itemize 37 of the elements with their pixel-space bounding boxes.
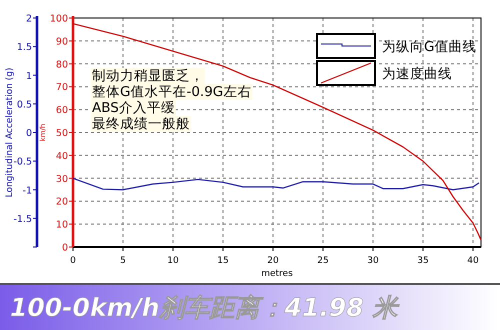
y2-tick-label: 0 bbox=[26, 128, 32, 139]
legend-label: 为纵向G值曲线 bbox=[382, 39, 476, 55]
y2-tick-label: 2 bbox=[26, 14, 32, 24]
y-tick-label: 90 bbox=[56, 36, 68, 48]
annotation: 最终成绩一般般 bbox=[92, 116, 190, 132]
annotation: 制动力稍显匮乏， bbox=[92, 68, 204, 84]
y2-tick-label: -1.5 bbox=[13, 214, 32, 225]
x-tick-label: 35 bbox=[417, 256, 429, 266]
x-tick-label: 0 bbox=[70, 256, 76, 266]
text: 100-0km/h刹车距离：41.98 米 bbox=[10, 293, 400, 322]
x-tick-label: 40 bbox=[467, 256, 479, 266]
x-tick-label: 20 bbox=[267, 256, 279, 266]
y2-tick-label: 1.5 bbox=[16, 42, 32, 54]
y-tick-label: 30 bbox=[56, 174, 68, 185]
y-tick-label: 80 bbox=[56, 59, 68, 70]
y-tick-label: 60 bbox=[56, 105, 68, 116]
x-tick-label: 30 bbox=[367, 256, 379, 266]
annotation: 整体G值水平在-0.9G左右 bbox=[92, 84, 252, 100]
y2-tick-label: 1 bbox=[26, 70, 32, 82]
y-tick-label: 40 bbox=[56, 150, 68, 162]
y2-tick-label: 0.5 bbox=[16, 99, 32, 110]
x-axis-title: metres bbox=[261, 269, 294, 279]
y-tick-label: 0 bbox=[62, 242, 68, 254]
x-tick-label: 15 bbox=[217, 256, 229, 266]
y-tick-label: 70 bbox=[56, 82, 68, 94]
x-tick-label: 5 bbox=[120, 256, 126, 266]
y-tick-label: 100 bbox=[50, 14, 68, 24]
y-tick-label: 20 bbox=[56, 196, 68, 208]
y2-axis-title: Longitudinal Acceleration (g) bbox=[5, 68, 15, 198]
annotation: ABS介入平缓 bbox=[92, 100, 175, 116]
y-tick-label: 10 bbox=[56, 220, 68, 231]
y-tick-label: 50 bbox=[56, 128, 68, 139]
y2-tick-label: -1 bbox=[22, 185, 32, 196]
legend-label: 为速度曲线 bbox=[382, 66, 452, 82]
x-tick-label: 25 bbox=[317, 256, 329, 266]
x-tick-label: 10 bbox=[167, 256, 179, 266]
y2-tick-label: -0.5 bbox=[13, 156, 32, 168]
